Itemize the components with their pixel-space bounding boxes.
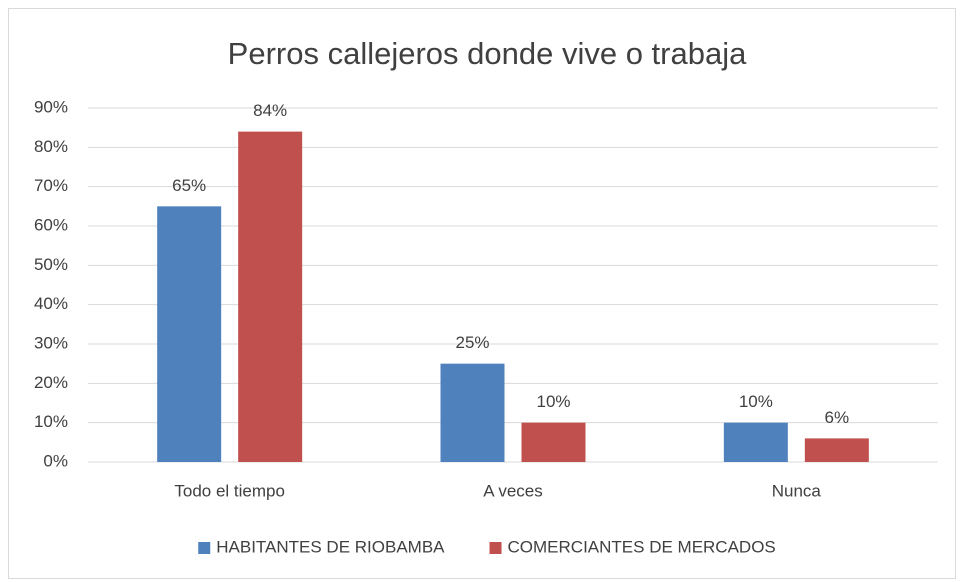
y-tick-label: 60% [34, 215, 68, 234]
bar [238, 131, 303, 462]
y-tick-label: 10% [34, 412, 68, 431]
legend-label: HABITANTES DE RIOBAMBA [216, 537, 445, 556]
y-tick-label: 30% [34, 333, 68, 352]
data-label: 25% [455, 333, 489, 352]
y-tick-label: 90% [34, 97, 68, 116]
bar [440, 363, 505, 462]
y-tick-label: 40% [34, 294, 68, 313]
x-tick-label: Nunca [772, 481, 822, 500]
data-label: 65% [172, 176, 206, 195]
bar [723, 422, 788, 462]
bar [804, 438, 869, 462]
x-tick-label: A veces [483, 481, 543, 500]
data-label: 84% [253, 101, 287, 120]
bar [521, 422, 586, 462]
data-label: 10% [739, 392, 773, 411]
bar [157, 206, 222, 462]
y-tick-label: 80% [34, 137, 68, 156]
y-tick-label: 20% [34, 373, 68, 392]
chart-title: Perros callejeros donde vive o trabaja [228, 36, 747, 71]
x-tick-label: Todo el tiempo [174, 481, 285, 500]
legend-swatch [198, 542, 211, 554]
legend-label: COMERCIANTES DE MERCADOS [508, 537, 776, 556]
legend-swatch [489, 542, 502, 554]
y-tick-label: 50% [34, 255, 68, 274]
data-label: 6% [825, 408, 850, 427]
y-tick-label: 0% [43, 451, 68, 470]
data-label: 10% [536, 392, 570, 411]
y-tick-label: 70% [34, 176, 68, 195]
